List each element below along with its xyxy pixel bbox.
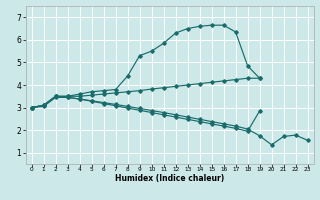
X-axis label: Humidex (Indice chaleur): Humidex (Indice chaleur) <box>115 174 224 183</box>
